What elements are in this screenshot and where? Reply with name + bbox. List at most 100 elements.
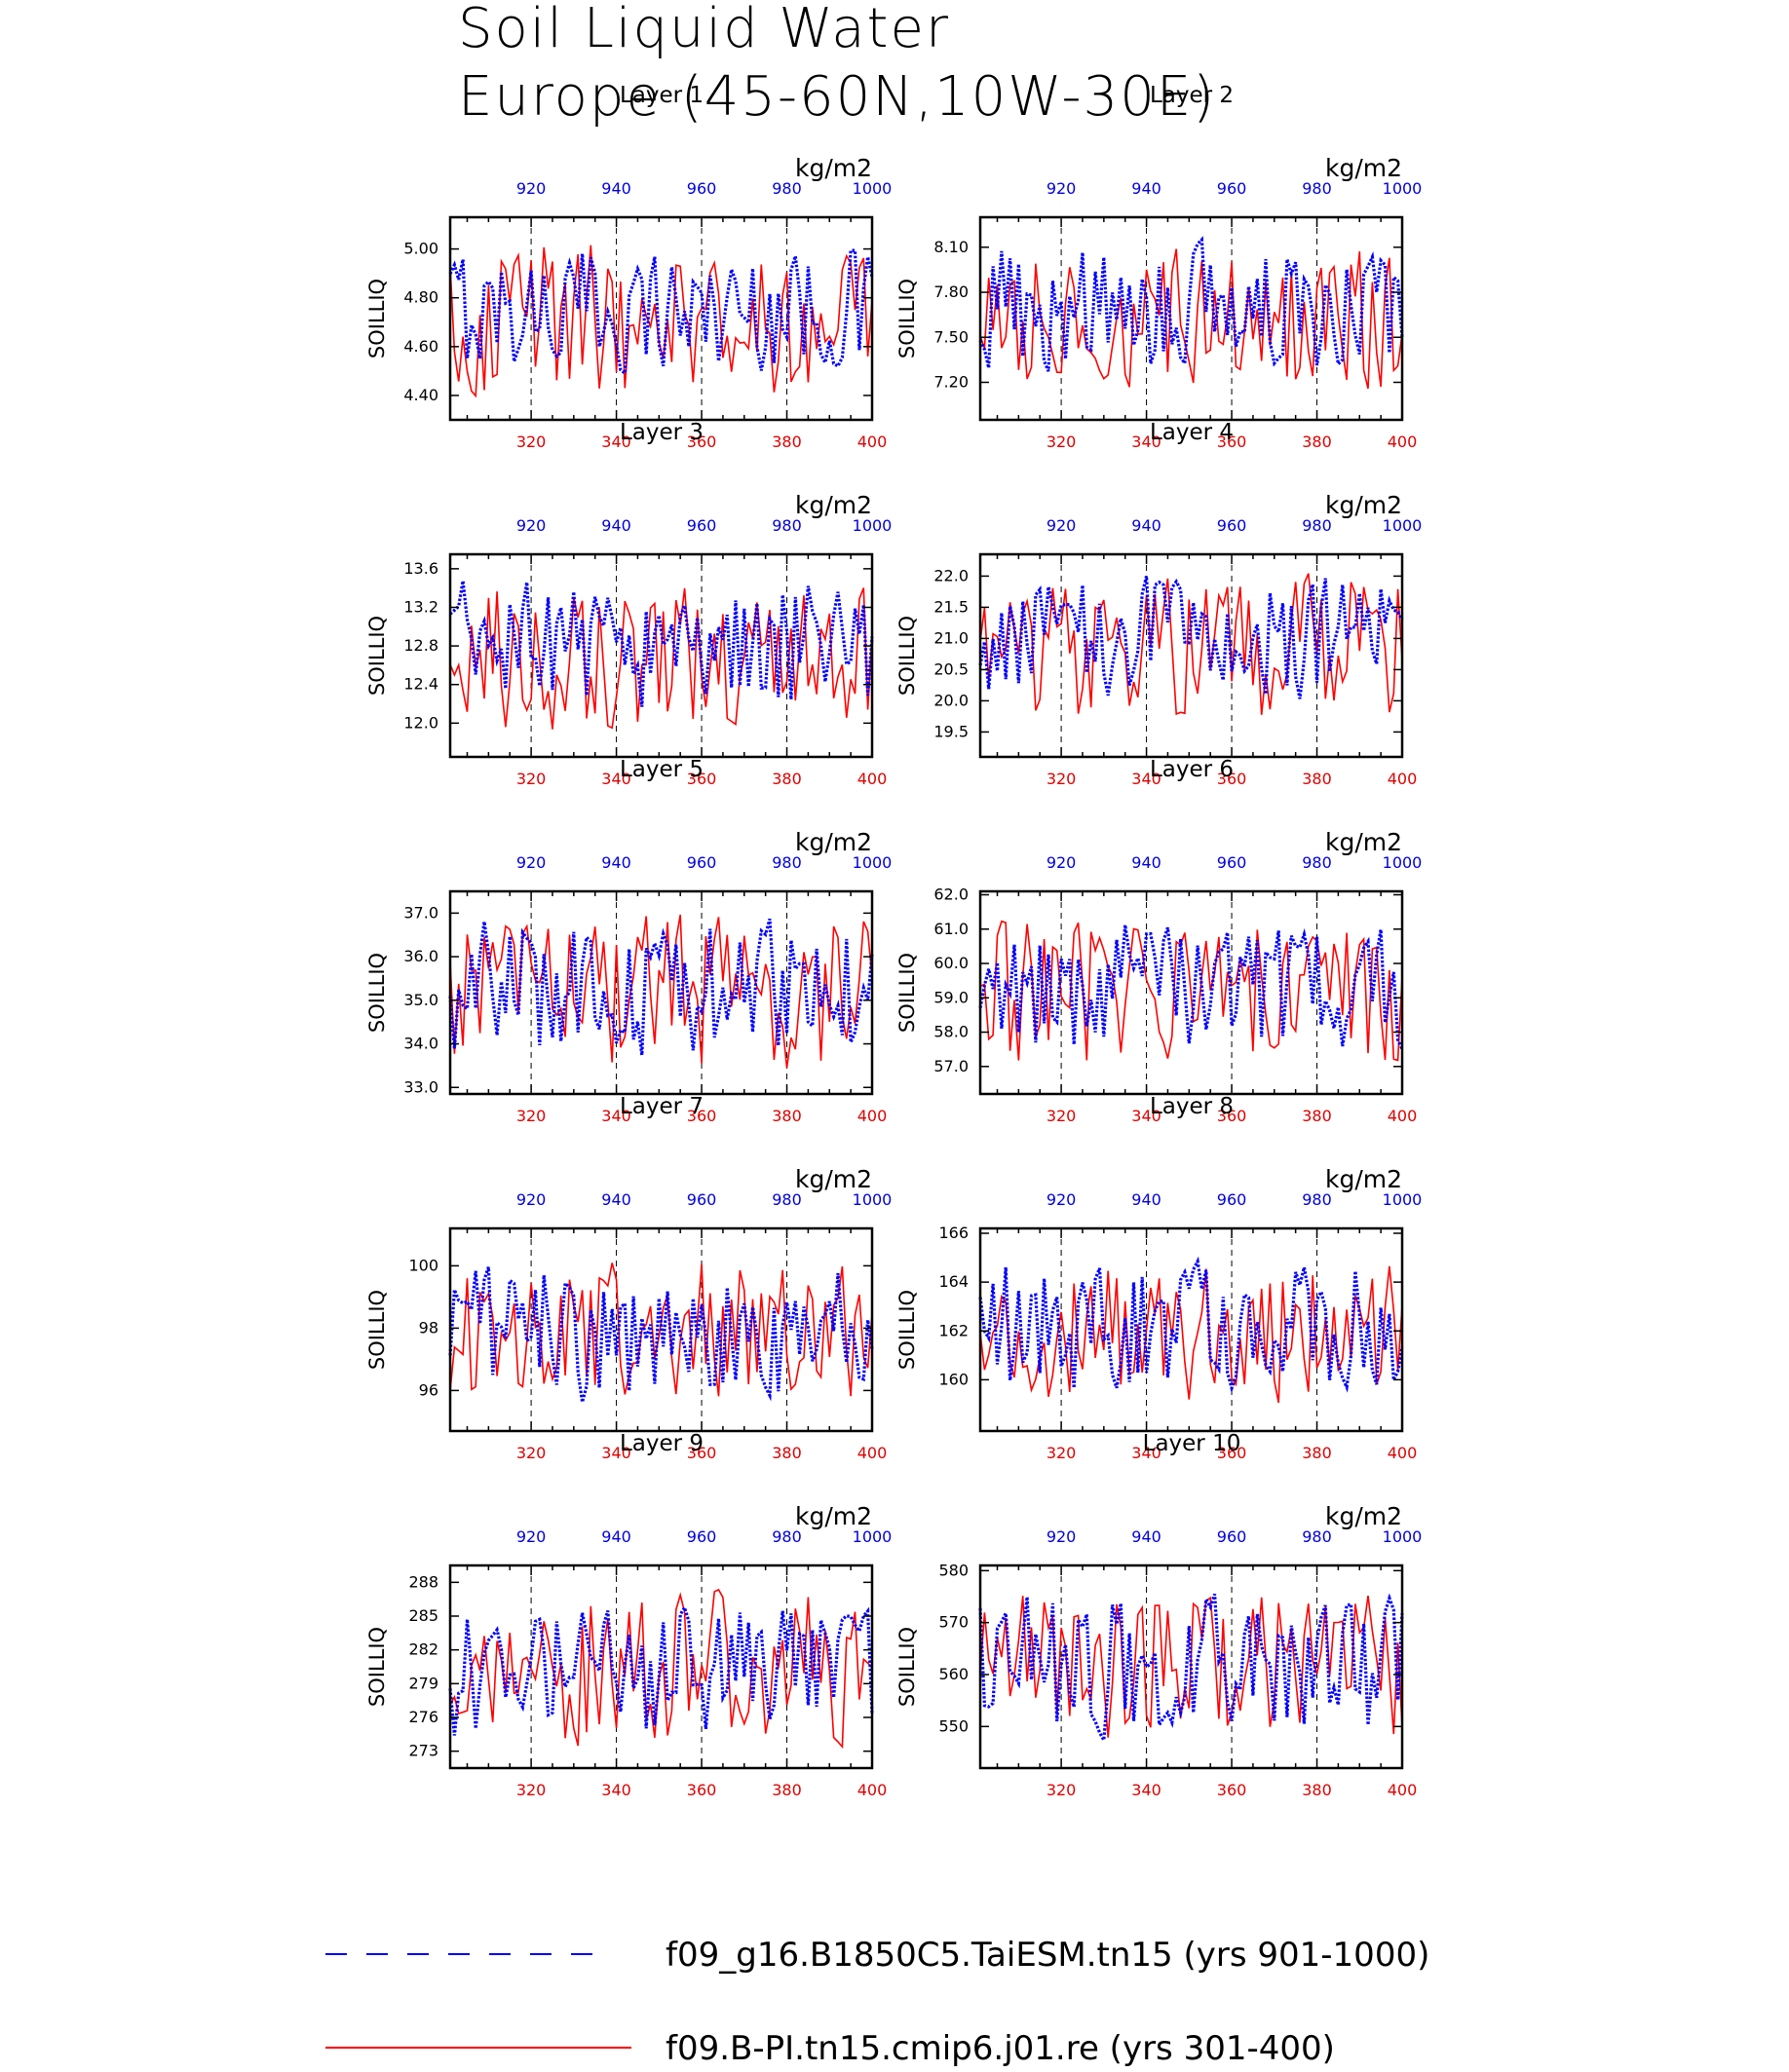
panel-title: Layer 10 bbox=[1143, 1431, 1241, 1456]
y-tick-label: 20.0 bbox=[933, 691, 969, 709]
series-line-taiesm bbox=[448, 1266, 874, 1403]
panels-group: Layer 1 kg/m2 SOILLIQ 4.40 4.60 4.80 5.00 320 34… bbox=[365, 83, 1422, 1799]
y-tick-label: 7.50 bbox=[933, 327, 969, 346]
panel-title: Layer 8 bbox=[1150, 1094, 1234, 1119]
y-tick-label: 21.5 bbox=[933, 597, 969, 616]
y-tick-label: 285 bbox=[408, 1606, 438, 1625]
y-tick-label: 4.80 bbox=[403, 288, 438, 307]
x-tick-label-top: 1000 bbox=[853, 516, 893, 535]
x-tick-label-bottom: 380 bbox=[772, 1107, 802, 1125]
series-line-cmip6 bbox=[449, 914, 873, 1069]
x-tick-label-top: 920 bbox=[516, 179, 547, 198]
y-tick-label: 21.0 bbox=[933, 628, 969, 647]
panel-9: Layer 9 kg/m2 SOILLIQ 273 276 279 282 285 288 320… bbox=[365, 1431, 892, 1799]
x-tick-label-top: 960 bbox=[687, 853, 717, 872]
y-tick-label: 100 bbox=[408, 1256, 438, 1274]
y-axis-label: SOILLIQ bbox=[895, 1627, 919, 1707]
plot-frame bbox=[978, 552, 1404, 759]
x-tick-label-bottom: 380 bbox=[772, 770, 802, 788]
y-axis-label: SOILLIQ bbox=[365, 279, 389, 358]
x-tick-label-bottom: 360 bbox=[1217, 770, 1247, 788]
x-tick-label-bottom: 340 bbox=[601, 433, 631, 451]
x-tick-label-top: 1000 bbox=[853, 853, 893, 872]
x-tick-label-bottom: 380 bbox=[1302, 433, 1332, 451]
y-axis-label: SOILLIQ bbox=[365, 1290, 389, 1370]
x-tick-label-top: 920 bbox=[516, 1190, 547, 1209]
x-tick-label-top: 960 bbox=[687, 516, 717, 535]
panel-4: Layer 4 kg/m2 SOILLIQ 19.5 20.0 20.5 21.0 21.5 2… bbox=[895, 420, 1422, 788]
plot-frame bbox=[978, 1226, 1404, 1433]
x-tick-label-top: 1000 bbox=[853, 179, 893, 198]
plot-frame bbox=[448, 552, 874, 759]
plot-frame bbox=[448, 1226, 874, 1433]
x-tick-label-top: 980 bbox=[1302, 179, 1332, 198]
series-line-taiesm bbox=[448, 248, 874, 377]
x-tick-label-bottom: 360 bbox=[1217, 1444, 1247, 1462]
x-tick-label-top: 1000 bbox=[853, 1190, 893, 1209]
x-tick-label-top: 960 bbox=[687, 1527, 717, 1546]
y-tick-label: 580 bbox=[938, 1561, 969, 1579]
panel-title: Layer 4 bbox=[1150, 420, 1234, 445]
panel-5: Layer 5 kg/m2 SOILLIQ 33.0 34.0 35.0 36.0 37.0 3… bbox=[365, 757, 892, 1125]
x-tick-label-bottom: 340 bbox=[1131, 1444, 1161, 1462]
x-tick-label-top: 920 bbox=[1047, 1527, 1077, 1546]
x-tick-label-bottom: 400 bbox=[1388, 1781, 1418, 1799]
panel-title: Layer 5 bbox=[620, 757, 704, 782]
x-tick-label-top: 920 bbox=[516, 1527, 547, 1546]
series-line-taiesm bbox=[448, 918, 874, 1056]
x-tick-label-top: 980 bbox=[772, 179, 802, 198]
y-tick-label: 34.0 bbox=[403, 1035, 438, 1053]
x-tick-label-top: 960 bbox=[1217, 179, 1247, 198]
units-label: kg/m2 bbox=[1325, 491, 1402, 519]
x-tick-label-bottom: 380 bbox=[1302, 1781, 1332, 1799]
series-line-taiesm bbox=[978, 1593, 1404, 1746]
y-tick-label: 164 bbox=[938, 1272, 969, 1291]
series-line-taiesm bbox=[978, 1256, 1404, 1394]
panel-title: Layer 7 bbox=[620, 1094, 704, 1119]
x-tick-label-bottom: 360 bbox=[687, 1444, 717, 1462]
x-tick-label-top: 1000 bbox=[1383, 516, 1423, 535]
series-line-cmip6 bbox=[979, 920, 1403, 1062]
series-line-cmip6 bbox=[449, 1588, 873, 1750]
x-tick-label-top: 920 bbox=[1047, 516, 1077, 535]
x-tick-label-top: 1000 bbox=[1383, 853, 1423, 872]
y-tick-label: 570 bbox=[938, 1613, 969, 1632]
panel-10: Layer 10 kg/m2 SOILLIQ 550 560 570 580 320 340 36… bbox=[895, 1431, 1422, 1799]
x-tick-label-top: 920 bbox=[1047, 853, 1077, 872]
y-axis-label: SOILLIQ bbox=[365, 953, 389, 1033]
series-line-cmip6 bbox=[449, 587, 873, 730]
y-tick-label: 58.0 bbox=[933, 1023, 969, 1041]
x-tick-label-bottom: 320 bbox=[516, 433, 547, 451]
y-tick-label: 60.0 bbox=[933, 954, 969, 972]
x-tick-label-top: 940 bbox=[1131, 179, 1161, 198]
x-tick-label-bottom: 360 bbox=[1217, 1107, 1247, 1125]
x-tick-label-bottom: 360 bbox=[687, 433, 717, 451]
x-tick-label-bottom: 400 bbox=[857, 770, 888, 788]
panel-2: Layer 2 kg/m2 SOILLIQ 7.20 7.50 7.80 8.10 320 34… bbox=[895, 83, 1422, 451]
plot-frame bbox=[448, 889, 874, 1096]
x-tick-label-top: 940 bbox=[601, 853, 631, 872]
x-tick-label-top: 960 bbox=[1217, 853, 1247, 872]
panel-title: Layer 9 bbox=[620, 1431, 704, 1456]
y-tick-label: 59.0 bbox=[933, 988, 969, 1006]
x-tick-label-bottom: 320 bbox=[516, 1107, 547, 1125]
x-tick-label-top: 980 bbox=[1302, 853, 1332, 872]
legend-label-taiesm: f09_g16.B1850C5.TaiESM.tn15 (yrs 901-100… bbox=[666, 1936, 1429, 1975]
x-tick-label-top: 980 bbox=[772, 853, 802, 872]
y-tick-label: 22.0 bbox=[933, 566, 969, 584]
x-tick-label-bottom: 360 bbox=[687, 1781, 717, 1799]
units-label: kg/m2 bbox=[795, 154, 872, 182]
x-tick-label-top: 940 bbox=[601, 179, 631, 198]
y-tick-label: 12.4 bbox=[403, 675, 438, 694]
x-tick-label-bottom: 360 bbox=[1217, 433, 1247, 451]
x-tick-label-top: 1000 bbox=[853, 1527, 893, 1546]
x-tick-label-top: 920 bbox=[516, 853, 547, 872]
units-label: kg/m2 bbox=[1325, 154, 1402, 182]
units-label: kg/m2 bbox=[795, 1502, 872, 1530]
y-axis-label: SOILLIQ bbox=[895, 953, 919, 1033]
units-label: kg/m2 bbox=[1325, 828, 1402, 856]
y-tick-label: 279 bbox=[408, 1674, 438, 1692]
x-tick-label-bottom: 320 bbox=[1047, 433, 1077, 451]
